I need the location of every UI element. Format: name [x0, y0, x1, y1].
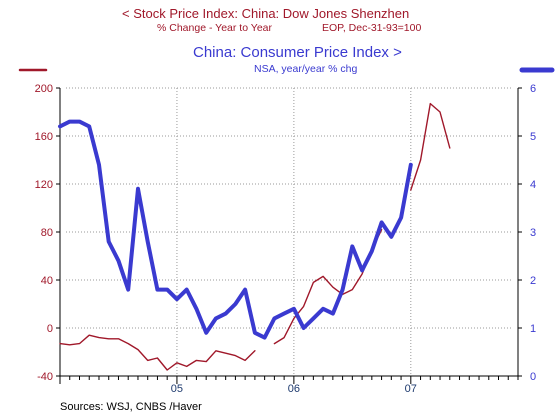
x-tick-label: 06	[288, 383, 300, 395]
right-tick-label: 2	[530, 275, 536, 287]
left-tick-label: 0	[47, 323, 53, 335]
tick-labels: 200 160 120 80 40 0 -40 6 5 4 3 2 1 0 05 06 07	[35, 83, 536, 395]
left-tick-label: 160	[35, 131, 53, 143]
stock-index-unit: % Change - Year to Year	[157, 22, 273, 34]
left-tick-label: -40	[37, 371, 53, 383]
left-tick-label: 200	[35, 83, 53, 95]
x-tick-label: 07	[405, 383, 417, 395]
right-tick-label: 1	[530, 323, 536, 335]
left-tick-label: 120	[35, 179, 53, 191]
left-tick-label: 40	[41, 275, 53, 287]
stock-index-line	[273, 228, 383, 345]
x-tick-label: 05	[171, 383, 183, 395]
left-tick-label: 80	[41, 227, 53, 239]
series-lines	[58, 102, 451, 371]
right-tick-label: 0	[530, 371, 536, 383]
stock-index-line	[410, 102, 451, 191]
axes	[18, 67, 555, 384]
right-tick-label: 5	[530, 131, 536, 143]
right-tick-label: 6	[530, 83, 536, 95]
stock-index-base: EOP, Dec-31-93=100	[322, 22, 422, 34]
cpi-line	[58, 119, 413, 340]
right-tick-label: 3	[530, 227, 536, 239]
source-note: Sources: WSJ, CNBS /Haver	[60, 401, 202, 413]
right-tick-label: 4	[530, 179, 536, 191]
stock-index-line	[59, 334, 256, 371]
